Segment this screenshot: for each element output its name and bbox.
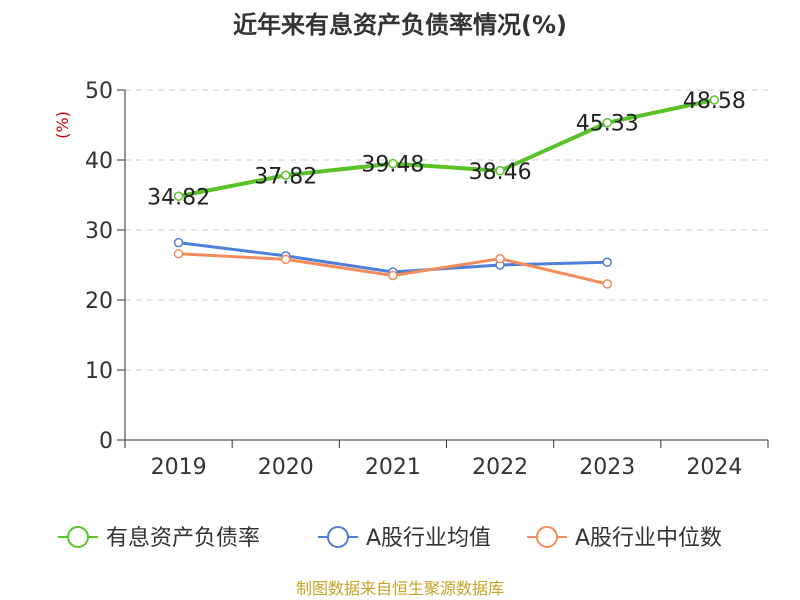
x-tick-label: 2022 [472, 455, 528, 480]
legend-marker [67, 526, 89, 548]
y-tick-label: 20 [85, 289, 113, 314]
data-label: 34.82 [147, 185, 210, 210]
x-tick-label: 2019 [151, 455, 207, 480]
x-tick-label: 2024 [686, 455, 742, 480]
x-tick-label: 2021 [365, 455, 421, 480]
legend-item: 有息资产负债率 [58, 526, 260, 551]
legend-item: A股行业中位数 [527, 526, 722, 551]
data-point [281, 254, 291, 265]
axes: 0 10 20 30 40 50 2019 2020 2021 2022 2023 2024 [85, 79, 769, 480]
y-tick-label: 10 [85, 359, 113, 384]
data-point [388, 158, 398, 169]
data-label: 45.33 [576, 112, 639, 137]
data-point [602, 257, 612, 267]
y-tick-label: 0 [99, 429, 113, 454]
x-tick-label: 2023 [579, 455, 635, 480]
data-point [495, 253, 505, 264]
y-axis-label: (%) [53, 111, 72, 139]
x-tick-label: 2020 [258, 455, 314, 480]
data-label: 39.48 [361, 153, 424, 178]
series-line [178, 97, 715, 199]
data-label: 38.46 [469, 160, 532, 185]
legend-marker [327, 526, 349, 548]
data-point [709, 95, 720, 105]
legend: 有息资产负债率 A股行业均值 A股行业中位数 [58, 526, 722, 551]
data-point [388, 270, 398, 281]
data-label: 37.82 [254, 164, 317, 189]
data-point [173, 249, 184, 259]
legend-item: A股行业均值 [318, 526, 491, 551]
data-labels: 34.82 37.82 39.48 38.46 45.33 48.58 [147, 89, 746, 210]
series-group [173, 95, 720, 289]
data-point [281, 170, 291, 181]
y-tick-label: 30 [85, 219, 113, 244]
data-point [602, 279, 612, 289]
y-tick-label: 50 [85, 79, 113, 104]
source-note: 制图数据来自恒生聚源数据库 [296, 579, 504, 598]
data-point [495, 166, 505, 176]
legend-label: A股行业中位数 [575, 526, 722, 551]
y-tick-label: 40 [85, 149, 113, 174]
legend-label: A股行业均值 [366, 526, 491, 551]
data-point [173, 237, 184, 248]
grid-lines [125, 89, 768, 371]
legend-label: 有息资产负债率 [106, 526, 260, 551]
data-point [602, 117, 612, 128]
legend-marker [536, 526, 558, 548]
data-label: 48.58 [683, 89, 746, 114]
chart-title: 近年来有息资产负债率情况(%) [233, 11, 567, 39]
data-point [173, 191, 184, 202]
